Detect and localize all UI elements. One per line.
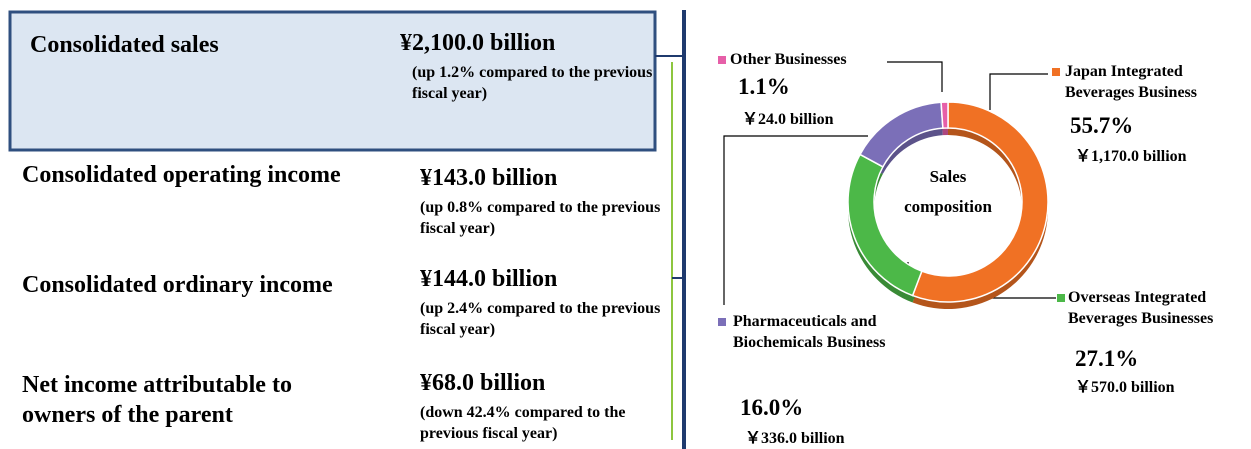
- highlight-box: [8, 10, 657, 152]
- metric-note: (down 42.4% compared to the previous fis…: [420, 404, 626, 442]
- metric-value: ¥144.0 billion: [420, 266, 558, 292]
- legend-marker: [1057, 294, 1065, 302]
- slice: [911, 101, 1049, 303]
- leader: [887, 61, 943, 92]
- amount-label: ￥336.0 billion: [745, 430, 845, 447]
- amount-label: ￥24.0 billion: [742, 111, 834, 128]
- metric-label: Consolidated sales: [30, 32, 219, 58]
- category-label: Japan Integrated Beverages Business: [1065, 63, 1197, 101]
- metric-note: (up 2.4% compared to the previous fiscal…: [420, 300, 661, 338]
- amount-label: ￥1,170.0 billion: [1075, 148, 1187, 165]
- bracket: [655, 55, 685, 279]
- metric-note: (up 0.8% compared to the previous fiscal…: [420, 199, 661, 237]
- value-label: 27.1%: [1075, 346, 1139, 371]
- category-label: Pharmaceuticals and Biochemicals Busines…: [733, 313, 886, 351]
- metric-value: ¥143.0 billion: [420, 165, 558, 191]
- metric-value: ¥68.0 billion: [420, 370, 546, 396]
- amount-label: ￥570.0 billion: [1075, 379, 1175, 396]
- leader: [723, 135, 868, 305]
- slice: [847, 153, 923, 297]
- value-label: 1.1%: [738, 74, 790, 99]
- legend-marker: [718, 56, 726, 64]
- category-label: Overseas Integrated Beverages Businesses: [1068, 289, 1214, 327]
- legend-marker: [718, 318, 726, 326]
- metric-label: Net income attributable to owners of the…: [22, 372, 292, 428]
- legend-marker: [1052, 68, 1060, 76]
- metric-note: (up 1.2% compared to the previous fiscal…: [412, 64, 653, 102]
- value-label: 16.0%: [740, 395, 804, 420]
- center-label: Sales: [930, 167, 967, 186]
- category-label: Other Businesses: [730, 51, 847, 68]
- leader: [989, 73, 1048, 110]
- metric-label: Consolidated ordinary income: [22, 272, 333, 298]
- value-label: 55.7%: [1070, 113, 1134, 138]
- metric-label: Consolidated operating income: [22, 162, 341, 188]
- slice: [940, 101, 949, 129]
- center-label: composition: [904, 197, 992, 216]
- metric-value: ¥2,100.0 billion: [400, 30, 556, 56]
